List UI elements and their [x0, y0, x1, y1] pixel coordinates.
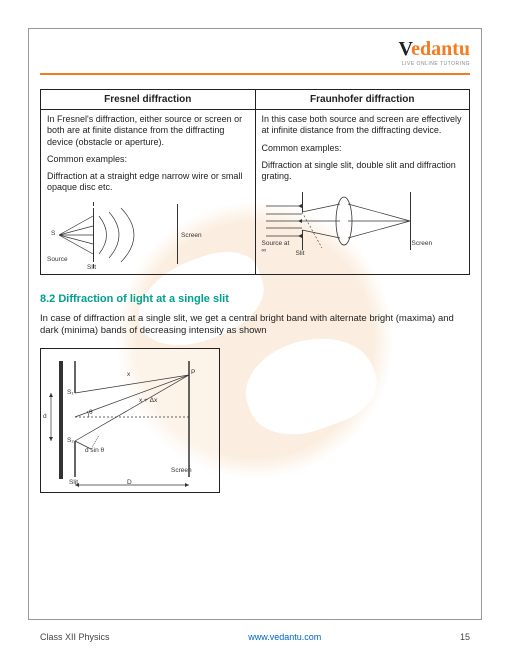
d-label: d: [43, 413, 47, 420]
source-label: Source: [47, 256, 68, 263]
s2-label: S₂: [67, 437, 74, 444]
fraunhofer-examples: Diffraction at single slit, double slit …: [262, 160, 464, 183]
fig-slit-label: Slit: [69, 479, 78, 486]
fresnel-examples-label: Common examples:: [47, 154, 249, 165]
brand-text: Vedantu: [398, 38, 470, 60]
single-slit-figure: S₁ S₂ d θ d sin θ D x x + Δx P Slit Scre…: [40, 348, 220, 493]
fresnel-examples: Diffraction at a straight edge narrow wi…: [47, 171, 249, 194]
slit-label: Slit: [87, 264, 96, 271]
dsin-label: d sin θ: [85, 447, 104, 454]
brand-rest: edantu: [411, 38, 470, 60]
screen-label-r: Screen: [412, 240, 433, 247]
d-dist-label: D: [127, 479, 132, 486]
fraunhofer-diagram: Source at ∞ Slit Screen: [262, 188, 432, 258]
ray-lines-icon: [59, 206, 179, 264]
fresnel-diagram: S Source Slit Screen: [47, 200, 217, 270]
brand-v: V: [398, 38, 411, 60]
header-rule: [40, 73, 470, 75]
theta-label: θ: [89, 409, 93, 416]
col-header-fraunhofer: Fraunhofer diffraction: [255, 90, 470, 110]
page-content: Vedantu LIVE ONLINE TUTORING Fresnel dif…: [0, 0, 510, 660]
header-logo: Vedantu LIVE ONLINE TUTORING: [40, 38, 470, 67]
fraunhofer-examples-label: Common examples:: [262, 143, 464, 154]
table-header-row: Fresnel diffraction Fraunhofer diffracti…: [41, 90, 470, 110]
xdx-label: x + Δx: [139, 397, 157, 404]
s1-label: S₁: [67, 389, 74, 396]
fraunhofer-desc: In this case both source and screen are …: [262, 114, 464, 137]
source-s-label: S: [51, 230, 55, 237]
fig-screen-label: Screen: [171, 467, 192, 474]
comparison-table: Fresnel diffraction Fraunhofer diffracti…: [40, 89, 470, 275]
cell-fresnel: In Fresnel's diffraction, either source …: [41, 110, 256, 275]
brand-tagline: LIVE ONLINE TUTORING: [40, 61, 470, 67]
section-heading: 8.2 Diffraction of light at a single sli…: [40, 293, 470, 305]
fresnel-desc: In Fresnel's diffraction, either source …: [47, 114, 249, 148]
table-row: In Fresnel's diffraction, either source …: [41, 110, 470, 275]
screen-label: Screen: [181, 232, 202, 239]
p-label: P: [191, 369, 195, 376]
cell-fraunhofer: In this case both source and screen are …: [255, 110, 470, 275]
source-inf-label: Source at ∞: [262, 240, 292, 254]
section-body: In case of diffraction at a single slit,…: [40, 313, 470, 339]
slit-label-r: Slit: [296, 250, 305, 257]
col-header-fresnel: Fresnel diffraction: [41, 90, 256, 110]
x-label: x: [127, 371, 130, 378]
